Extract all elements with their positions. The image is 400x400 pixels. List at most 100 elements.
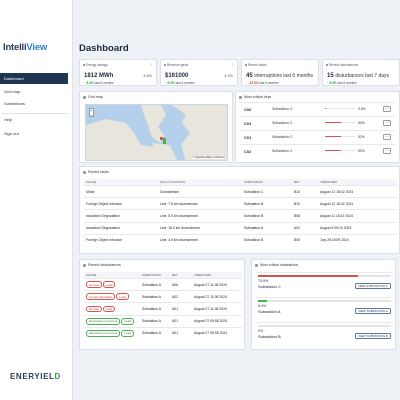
zoom-in-icon[interactable]: + <box>90 108 93 113</box>
column-header[interactable]: TIMESTAMP <box>192 272 242 279</box>
table-row[interactable]: Current Deviation Load Substation A A02 A… <box>84 290 242 303</box>
table-row[interactable]: Foreign Object Intrusion Line, 7.5 km dow… <box>84 197 397 210</box>
sidebar-item-substations[interactable]: Substations <box>4 101 25 106</box>
critical-substations-panel: Most critical substations 75.5% Substati… <box>251 259 396 350</box>
sidebar-item-dashboard[interactable]: Dashboard <box>0 73 68 84</box>
cell: B05 <box>292 233 318 246</box>
key-progress-bar <box>325 121 355 123</box>
kpi-value: $161000 <box>165 73 189 79</box>
column-header[interactable]: BAY <box>292 179 318 186</box>
kpi-title: Energy savings <box>86 63 108 67</box>
key-more-button[interactable]: ⋯ <box>383 147 391 154</box>
table-row[interactable]: Insulation Degradation Line, 5.5 km downs… <box>84 209 397 223</box>
sidebar-item-grid-map[interactable]: Grid map <box>4 89 21 94</box>
panel-title: Most critical substations <box>260 263 299 267</box>
key-id: C03 <box>244 121 252 126</box>
key-progress-fill <box>325 149 341 151</box>
column-header[interactable]: FAULT LOCATION <box>158 179 242 186</box>
cell: Substation A <box>140 277 170 291</box>
substation-progress-bar <box>258 300 391 302</box>
help-icon[interactable]: ? <box>231 63 233 67</box>
map-zoom-control[interactable]: + − <box>89 108 94 117</box>
kpi-card-recent-faults: Recent faults 45 interruptions last 6 mo… <box>241 59 319 86</box>
key-icon <box>239 96 242 99</box>
critical-substation-row: 6.4% Substation A VIEW SUBSTATION A <box>256 297 393 323</box>
critical-key-row: C02 Substation C 52% ⋯ <box>240 144 395 159</box>
cause-tag: Load <box>102 305 116 313</box>
key-more-button[interactable]: ⋯ <box>383 133 391 140</box>
table-row[interactable]: Insulation Degradation Line, 18.0 km down… <box>84 221 397 235</box>
cell: August 27 11:08 2024 <box>192 302 242 316</box>
grid-map[interactable]: + − © OpenStreetMap contributors <box>85 104 228 161</box>
cell: August 27 11:08 2024 <box>192 290 242 303</box>
cell: Substation A <box>140 326 170 339</box>
critical-keys-panel: Most critical keys C06 Substation C 0.8%… <box>235 91 400 163</box>
map-canvas[interactable] <box>86 105 228 161</box>
help-icon[interactable]: ? <box>150 63 152 67</box>
key-progress-bar <box>325 135 355 137</box>
cell: August 27 09:08 2024 <box>192 314 242 328</box>
table-row[interactable]: Harmonics in Current Load Substation A A0… <box>84 314 242 328</box>
key-progress-fill <box>325 135 341 137</box>
column-header[interactable]: SUBSTATION <box>242 179 292 186</box>
substation-progress-bar <box>258 275 391 277</box>
key-more-button[interactable]: ⋯ <box>383 119 391 126</box>
table-row[interactable]: Harmonics in Current Load Substation A A0… <box>84 326 242 339</box>
column-header[interactable]: CAUSE <box>84 179 158 186</box>
table-row[interactable]: Normal Load Substation A A01 August 27 11… <box>84 302 242 316</box>
key-id: C01 <box>244 135 252 140</box>
view-substation-a-button[interactable]: VIEW SUBSTATION A <box>355 308 391 314</box>
cause-tag: Harmonics in Current <box>86 317 121 325</box>
substation-percent: 6.4% <box>258 304 267 308</box>
map-icon <box>83 96 86 99</box>
dollar-icon <box>164 64 166 66</box>
cell: Substation A <box>140 314 170 328</box>
cell: A01 <box>170 326 192 339</box>
key-progress-bar <box>325 149 355 151</box>
substation-name: Substation B <box>258 334 281 339</box>
cause-cell: Harmonics in Current Load <box>84 326 140 339</box>
kpi-title: Revenue gains <box>167 63 189 67</box>
disturbances-table: CAUSE SUBSTATION BAY TIMESTAMP Normal Loa… <box>84 272 242 339</box>
kpi-value: 45 interruptions last 6 months <box>246 73 313 79</box>
table-row[interactable]: Normal Load Substation A A06 August 27 11… <box>84 277 242 291</box>
cause-tag: Load <box>116 293 130 301</box>
zoom-out-icon[interactable]: − <box>90 112 93 118</box>
cell: Motor <box>84 184 158 198</box>
pulse-icon <box>326 64 328 66</box>
sidebar-item-help[interactable]: Help <box>4 117 13 122</box>
warning-icon <box>245 64 247 66</box>
column-header[interactable]: BAY <box>170 272 192 279</box>
view-substation-b-button[interactable]: VIEW SUBSTATION B <box>354 333 391 339</box>
kpi-value: 15 disturbances last 7 days <box>327 73 389 79</box>
table-row[interactable]: Foreign Object Intrusion Line, 4.5 km dow… <box>84 233 397 246</box>
table-header: CAUSE SUBSTATION BAY TIMESTAMP <box>84 272 242 279</box>
map-attribution[interactable]: © OpenStreetMap contributors <box>191 156 226 159</box>
substation-progress-bar <box>258 325 391 327</box>
sidebar-item-sign-out[interactable]: Sign out <box>4 131 19 136</box>
key-progress-bar <box>325 107 355 109</box>
key-more-button[interactable]: ⋯ <box>383 105 391 112</box>
cell: Substation B <box>242 233 292 246</box>
cell: August 12 18:42 2024 <box>318 197 397 210</box>
column-header[interactable]: SUBSTATION <box>140 272 170 279</box>
recent-faults-panel: Recent faults CAUSE FAULT LOCATION SUBST… <box>79 166 400 254</box>
column-header[interactable]: TIMESTAMP <box>318 179 397 186</box>
view-substation-c-button[interactable]: VIEW SUBSTATION C <box>354 283 391 289</box>
critical-key-row: C06 Substation C 0.8% ⋯ <box>240 102 395 117</box>
sidebar-divider <box>2 113 68 114</box>
column-header[interactable]: CAUSE <box>84 272 140 279</box>
critical-key-row: C01 Substation C 52% ⋯ <box>240 130 395 145</box>
brand-logo: ENERYIELD <box>10 372 61 381</box>
table-row[interactable]: Motor Downstream Substation C B10 August 12 … <box>84 184 397 198</box>
cause-cell: Normal Load <box>84 277 140 291</box>
panel-title: Grid map <box>88 95 103 99</box>
substation-name: Substation A <box>258 309 281 314</box>
cell: Line, 18.0 km downstream <box>158 221 242 235</box>
cell: August 12 18:42 2024 <box>318 184 397 198</box>
cell: B08 <box>292 209 318 223</box>
table-header: CAUSE FAULT LOCATION SUBSTATION BAY TIME… <box>84 179 397 186</box>
substation-name: Substation C <box>258 284 281 289</box>
grid-map-panel: Grid map + − © OpenStreetMap contributors <box>79 91 233 163</box>
